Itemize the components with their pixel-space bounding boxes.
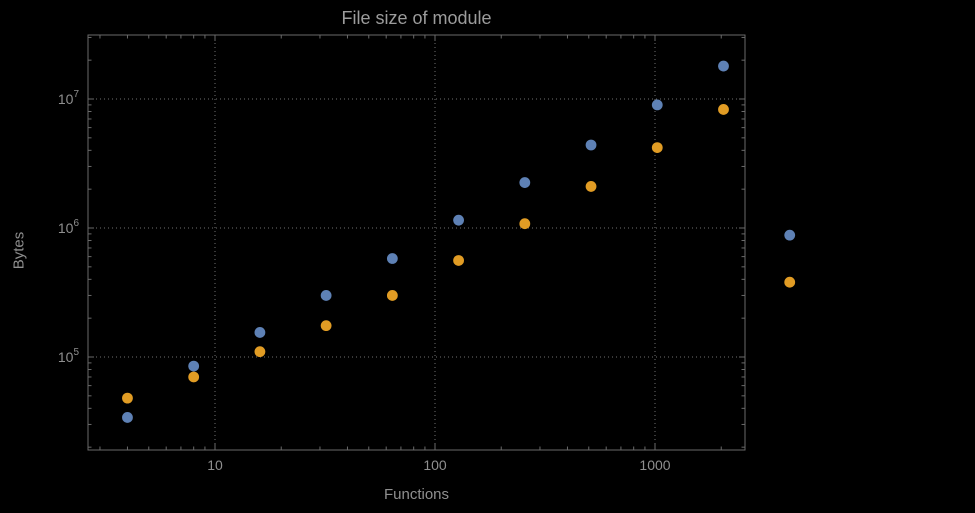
y-tick-label: 107 [58, 89, 80, 107]
plot-frame [87, 34, 746, 451]
gridlines [88, 35, 745, 450]
data-point [585, 181, 597, 192]
y-tick-exponent: 6 [73, 218, 79, 229]
chart-title: File size of module [341, 8, 492, 28]
data-point [784, 229, 796, 241]
data-point [519, 218, 531, 230]
data-point [320, 290, 332, 301]
y-axis-label: Bytes [10, 231, 28, 270]
data-point [784, 276, 796, 288]
data-point [585, 139, 597, 151]
data-point [122, 392, 133, 404]
data-point [651, 142, 663, 154]
series-blue [122, 60, 796, 423]
y-tick-exponent: 5 [73, 347, 79, 358]
tick-labels: 10 100 1000 105 106 107 [58, 89, 671, 473]
data-point [254, 327, 266, 338]
data-point [651, 99, 663, 111]
data-point [453, 255, 464, 266]
data-point [188, 360, 200, 372]
y-tick-label: 106 [58, 218, 80, 236]
data-point [320, 320, 332, 332]
series-orange [122, 104, 796, 404]
x-axis-label: Functions [383, 486, 450, 503]
y-tick-exponent: 7 [73, 89, 79, 100]
data-point [718, 104, 729, 115]
data-point [254, 346, 266, 358]
data-point [386, 253, 398, 264]
axis-ticks [88, 35, 745, 450]
x-tick-label: 10 [207, 457, 223, 473]
data-point [122, 412, 133, 423]
data-point [453, 214, 464, 226]
y-tick-label: 105 [58, 347, 80, 365]
x-tick-label: 1000 [639, 457, 670, 473]
data-point [188, 371, 200, 383]
data-point [386, 290, 398, 301]
data-point [718, 60, 729, 72]
data-point [519, 177, 531, 188]
x-tick-label: 100 [423, 457, 447, 473]
